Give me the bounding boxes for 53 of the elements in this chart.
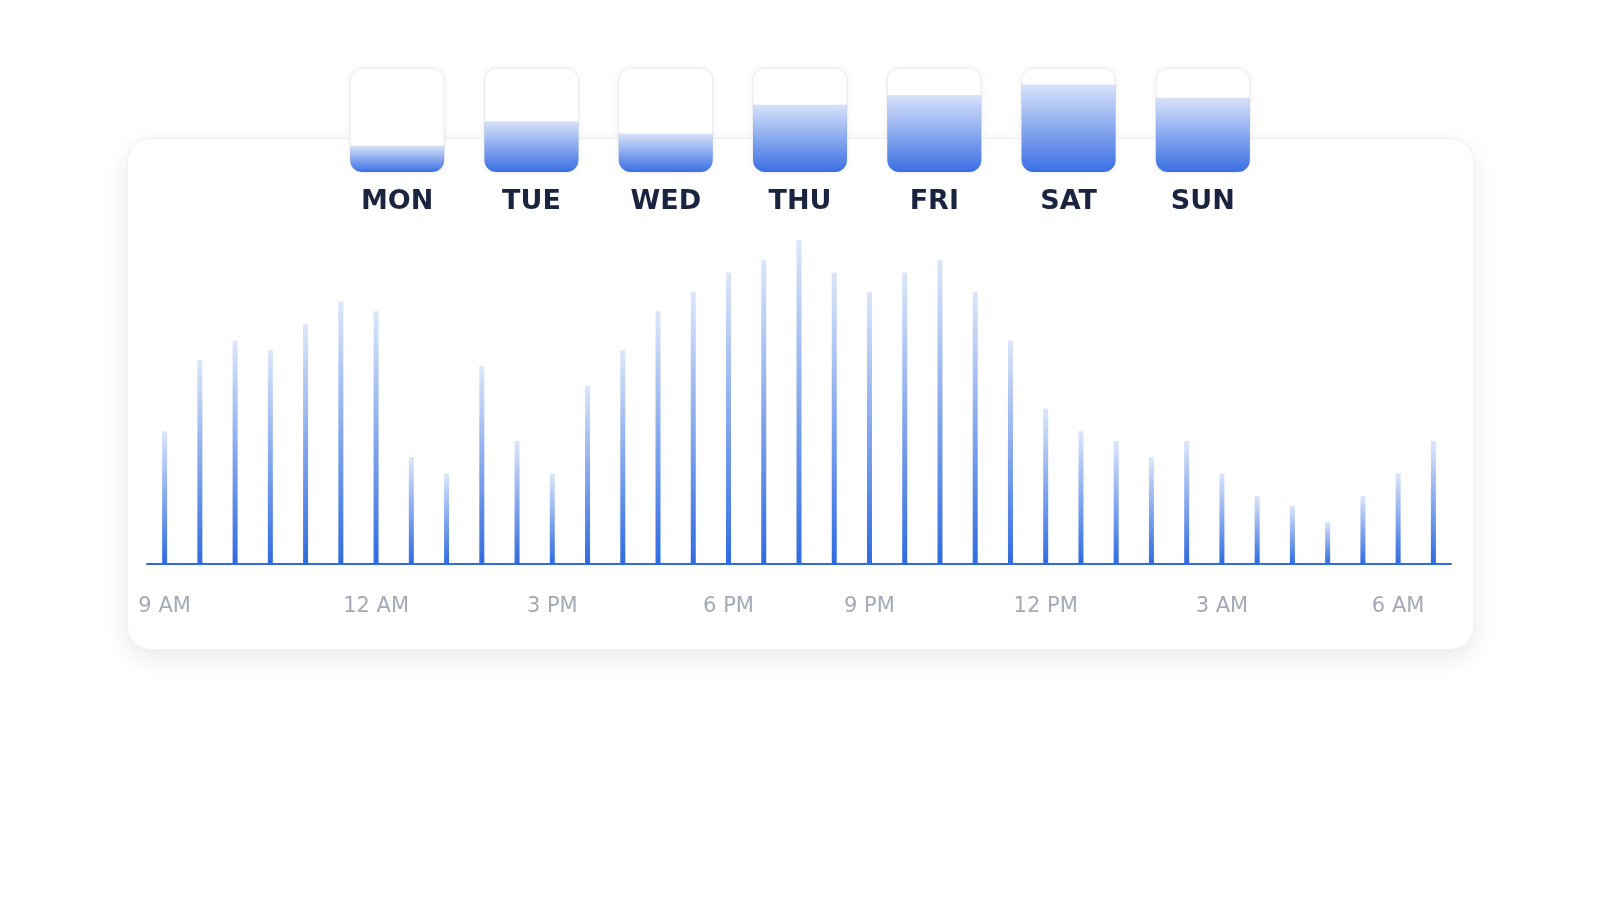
bar [267, 350, 273, 564]
bar [620, 350, 626, 564]
x-tick-label: 6 PM [703, 592, 754, 617]
x-tick-label: 3 PM [526, 592, 578, 617]
bar [937, 259, 943, 564]
x-tick-label: 9 PM [844, 592, 895, 617]
bar [514, 440, 520, 564]
bar [162, 431, 168, 564]
bar [902, 272, 908, 564]
bar [1148, 457, 1154, 564]
bar [350, 145, 445, 172]
x-tick-label: 12 PM [1013, 592, 1078, 617]
x-tick-label: 3 AM [1195, 592, 1249, 617]
x-tick-label: WED [630, 184, 702, 215]
bar [479, 366, 485, 564]
bar [585, 385, 591, 564]
x-tick-label: SUN [1170, 184, 1235, 215]
bar [1043, 408, 1049, 564]
bar [1219, 473, 1225, 564]
x-tick-label: 9 AM [138, 592, 191, 617]
bar [866, 291, 872, 564]
bar [373, 311, 379, 564]
x-tick-label: THU [768, 184, 832, 215]
bar [1113, 440, 1119, 564]
bar [1007, 340, 1013, 564]
bar [690, 291, 696, 564]
bar [1395, 473, 1401, 564]
bar [408, 457, 414, 564]
bar [1325, 521, 1331, 564]
bar [1254, 495, 1260, 564]
x-tick-label: 12 AM [343, 592, 410, 617]
x-tick-label: 6 AM [1371, 592, 1425, 617]
bar [761, 259, 767, 564]
bar [338, 301, 344, 564]
bar [972, 291, 978, 564]
bar [831, 272, 837, 564]
x-tick-label: MON [360, 184, 434, 215]
bar [726, 272, 732, 564]
bar [1078, 431, 1084, 564]
x-tick-label: SAT [1040, 184, 1098, 215]
bar [549, 473, 555, 564]
bar [197, 359, 203, 564]
x-tick-label: FRI [909, 184, 959, 215]
bar [232, 340, 238, 564]
bar [1430, 440, 1436, 564]
bar [655, 311, 661, 564]
bar [796, 240, 802, 564]
bar [1184, 440, 1190, 564]
bar [1289, 505, 1295, 564]
bar [303, 324, 309, 564]
bar [1360, 495, 1366, 564]
x-tick-label: TUE [502, 184, 561, 215]
bar [444, 473, 450, 564]
